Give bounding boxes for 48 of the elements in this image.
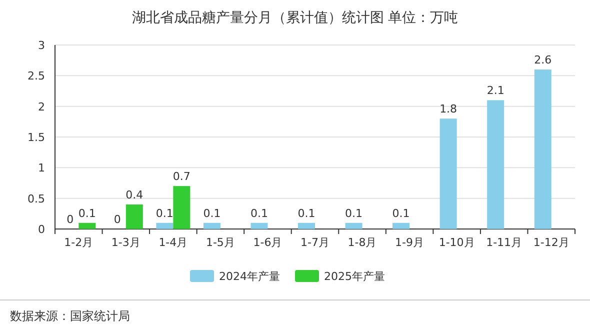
bar — [392, 222, 410, 229]
data-label: 0.1 — [78, 206, 96, 220]
data-label: 0.1 — [203, 206, 221, 220]
bar — [173, 186, 190, 229]
data-label: 0.7 — [172, 170, 190, 184]
x-tick-label: 1-4月 — [158, 236, 188, 249]
x-tick-label: 1-8月 — [348, 236, 377, 249]
source-note: 数据来源：国家统计局 — [10, 309, 130, 323]
y-tick-label: 1 — [38, 162, 45, 175]
x-tick-label: 1-10月 — [438, 236, 475, 249]
x-tick-label: 1-9月 — [395, 236, 424, 249]
data-label: 0.1 — [250, 206, 268, 220]
bar — [298, 222, 315, 229]
data-label: 0.1 — [298, 206, 316, 220]
bar — [345, 222, 362, 229]
y-tick-label: 0.5 — [28, 192, 45, 206]
y-tick-label: 2.5 — [28, 70, 45, 83]
y-tick-label: 3 — [38, 39, 45, 52]
bar — [250, 222, 268, 229]
y-tick-label: 0 — [38, 223, 45, 236]
x-tick-label: 1-12月 — [533, 236, 570, 249]
bar — [156, 222, 174, 229]
bar — [440, 118, 457, 229]
x-tick-label: 1-2月 — [64, 236, 94, 249]
x-tick-label: 1-3月 — [111, 236, 140, 249]
bar — [534, 70, 552, 229]
data-label: 0.1 — [345, 206, 363, 220]
y-tick-label: 1.5 — [28, 131, 45, 144]
data-label: 0 — [66, 213, 74, 226]
x-tick-label: 1-7月 — [300, 236, 330, 249]
x-tick-label: 1-6月 — [253, 236, 282, 249]
legend-label: 2025年产量 — [324, 270, 385, 283]
y-tick-label: 2 — [38, 100, 45, 114]
x-tick-label: 1-11月 — [486, 236, 522, 249]
chart-title: 湖北省成品糖产量分月（累计值）统计图 单位：万吨 — [132, 10, 458, 26]
data-label: 2.1 — [486, 84, 504, 98]
bar — [487, 100, 504, 229]
legend-label: 2024年产量 — [219, 270, 280, 283]
bar — [78, 222, 96, 229]
data-label: 0.1 — [156, 206, 174, 220]
bar — [203, 222, 220, 229]
data-label: 2.6 — [534, 54, 552, 67]
data-label: 0 — [114, 213, 121, 226]
data-label: 0.4 — [126, 188, 144, 202]
bar — [126, 204, 143, 229]
data-label: 1.8 — [440, 102, 458, 116]
x-tick-label: 1-5月 — [206, 236, 235, 249]
data-label: 0.1 — [392, 206, 410, 220]
